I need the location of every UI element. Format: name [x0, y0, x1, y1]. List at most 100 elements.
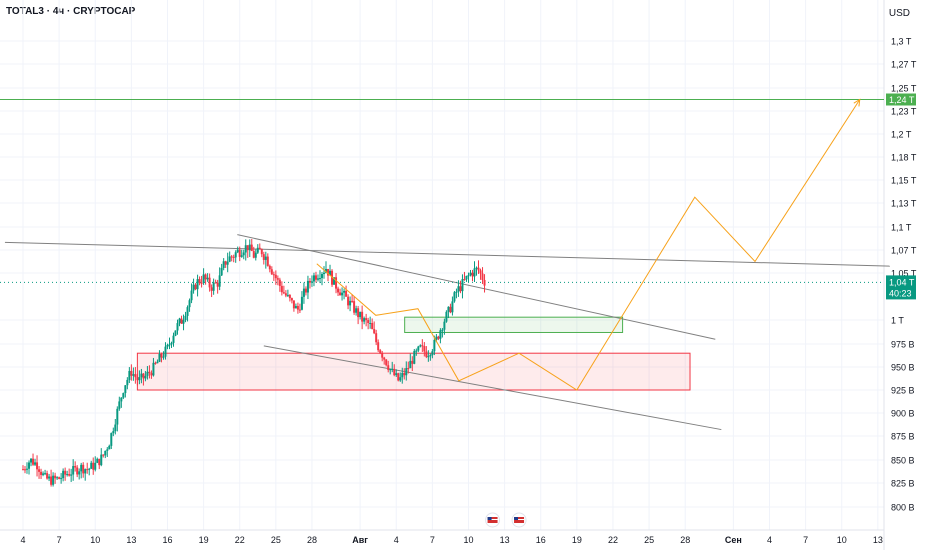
candle-body [323, 272, 325, 275]
candle-body [122, 393, 125, 398]
candle-body [407, 368, 410, 370]
candle-body [361, 311, 364, 322]
candle-body [391, 368, 394, 370]
resistance-line[interactable] [4, 241, 890, 267]
candle-body [282, 292, 285, 294]
candle-body [427, 356, 430, 358]
candle-body [72, 466, 75, 475]
candle-body [266, 256, 269, 266]
candle-body [238, 249, 241, 257]
candle-body [353, 301, 356, 313]
candle-body [218, 275, 221, 287]
candle-body [30, 458, 33, 463]
candle-body [56, 477, 59, 479]
candle-body [60, 478, 63, 480]
candle-body [118, 401, 121, 409]
candle-body [308, 280, 311, 283]
candle-body [36, 462, 39, 470]
symbol-title: TOTAL3 · 4ч · CRYPTOCAP [6, 6, 136, 17]
candle-body [142, 373, 145, 379]
x-tick-label: 25 [271, 535, 281, 545]
candle-body [343, 290, 346, 293]
candle-body [84, 469, 87, 474]
candle-body [401, 373, 404, 378]
candle-body [337, 288, 340, 293]
candle-body [164, 346, 167, 357]
candle-body [477, 267, 480, 271]
y-tick-label: 1,05 T [891, 269, 917, 279]
projection-path[interactable] [316, 99, 861, 391]
y-tick-label: 1,13 T [891, 199, 917, 209]
candle-body [38, 469, 41, 472]
candle-body [431, 351, 434, 356]
upper-channel-line[interactable] [237, 234, 716, 340]
candle-body [457, 286, 460, 292]
candle-body [156, 361, 159, 364]
y-tick-label: 975 B [891, 340, 915, 350]
candle-body [132, 374, 135, 376]
candle-body [128, 370, 131, 380]
candle-body [357, 308, 360, 318]
x-tick-label: Сен [725, 535, 742, 545]
candle-body [82, 464, 85, 474]
y-tick-label: 1,07 T [891, 246, 917, 256]
candle-body [383, 357, 386, 360]
candle-body [268, 265, 271, 270]
y-tick-label: 900 B [891, 409, 915, 419]
candle-body [312, 275, 315, 282]
candle-body [224, 261, 227, 265]
support-zone[interactable] [404, 316, 624, 333]
candle-body [264, 256, 267, 260]
candle-body [298, 309, 301, 311]
candle-body [415, 350, 418, 352]
candle-body [26, 468, 29, 470]
candle-body [174, 330, 177, 336]
candle-body [98, 458, 101, 466]
candle-body [78, 471, 81, 475]
candle-body [228, 256, 231, 262]
y-tick-label: 875 B [891, 432, 915, 442]
y-tick-label: 1,25 T [891, 84, 917, 94]
candle-body [367, 320, 370, 324]
candle-body [172, 335, 175, 343]
candle-body [112, 431, 115, 434]
candle-body [246, 245, 249, 251]
candle-body [318, 278, 321, 280]
candle-body [439, 330, 442, 339]
candle-body [359, 311, 362, 318]
candle-body [92, 462, 95, 470]
candle-body [108, 445, 111, 450]
candle-body [258, 247, 261, 250]
x-tick-label: 19 [572, 535, 582, 545]
candle-body [290, 298, 293, 301]
candle-body [393, 368, 396, 376]
candle-body [154, 362, 157, 364]
candle-body [120, 397, 123, 402]
target-price-badge[interactable] [886, 93, 916, 106]
x-tick-label: 4 [394, 535, 399, 545]
y-tick-label: 1,2 T [891, 130, 912, 140]
candle-body [148, 371, 151, 374]
candle-body [158, 353, 161, 362]
x-tick-label: 13 [873, 535, 883, 545]
candle-body [198, 279, 201, 283]
currency-label[interactable]: USD [888, 8, 910, 19]
x-tick-label: 10 [90, 535, 100, 545]
candle-body [341, 292, 344, 296]
candle-body [453, 292, 456, 302]
candle-body [116, 408, 119, 425]
candle-body [479, 270, 482, 274]
candle-body [180, 318, 183, 324]
candle-body [443, 321, 446, 330]
candle-body [62, 470, 65, 479]
candle-body [216, 282, 219, 287]
candle-body [395, 373, 398, 376]
candle-body [399, 377, 402, 381]
lower-channel-line[interactable] [263, 345, 722, 431]
x-tick-label: 19 [199, 535, 209, 545]
current-price-badge[interactable] [886, 275, 916, 300]
candle-body [54, 475, 57, 479]
candle-body [455, 291, 458, 293]
candle-body [182, 320, 185, 324]
